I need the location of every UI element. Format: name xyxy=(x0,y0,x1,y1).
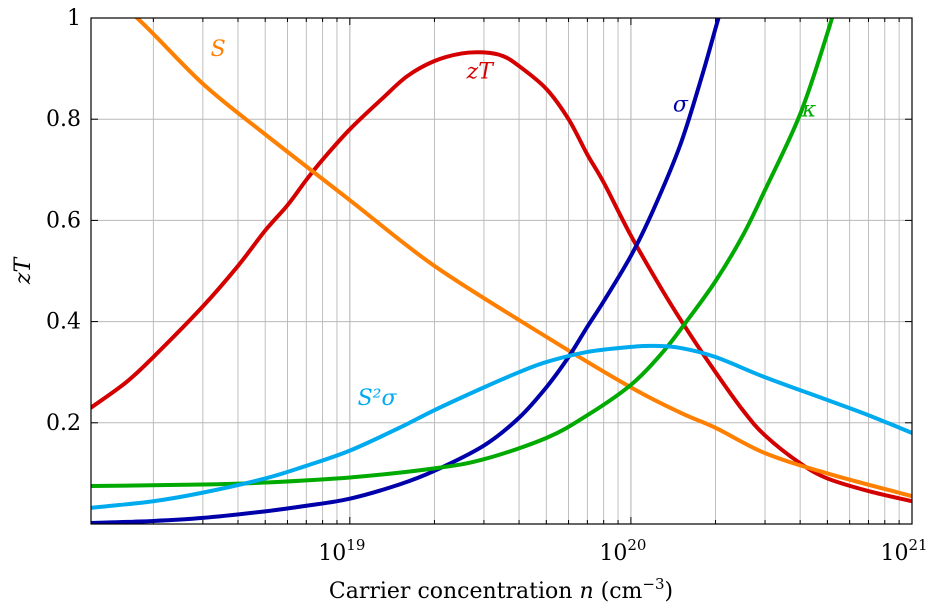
series-line-sigma xyxy=(91,18,721,524)
series-label-zT: zT xyxy=(466,60,496,85)
series-label-kappa: κ xyxy=(801,98,817,123)
x-tick-label: 1021 xyxy=(880,536,927,566)
x-tick-label: 1019 xyxy=(318,536,365,566)
series-label-S2sigma: S²σ xyxy=(358,386,398,411)
y-tick-label: 1 xyxy=(67,6,81,31)
plot-frame xyxy=(90,17,913,525)
series-label-sigma: σ xyxy=(673,93,689,118)
y-tick-label: 0.6 xyxy=(46,208,81,233)
x-tick-label: 1020 xyxy=(599,536,646,566)
y-tick-label: 0.8 xyxy=(46,107,81,132)
y-axis-label: zT xyxy=(11,256,36,286)
series-layer xyxy=(91,18,912,524)
ticks xyxy=(91,17,912,524)
series-line-zT xyxy=(91,50,912,504)
y-tick-labels: 0.2 0.4 0.6 0.8 1 xyxy=(46,6,81,436)
series-line-kappa xyxy=(91,18,835,489)
series-label-S: S xyxy=(211,37,226,62)
grid xyxy=(91,17,912,524)
y-tick-label: 0.2 xyxy=(46,411,81,436)
x-axis-label: Carrier concentration n (cm−3) xyxy=(329,575,673,604)
series-line-S xyxy=(134,18,912,499)
series-labels: zT Sσ κ S²σ xyxy=(211,37,817,411)
x-tick-labels: 1019 1020 1021 xyxy=(318,536,927,566)
y-tick-label: 0.4 xyxy=(46,310,81,335)
series-line-S2sigma xyxy=(91,343,912,510)
